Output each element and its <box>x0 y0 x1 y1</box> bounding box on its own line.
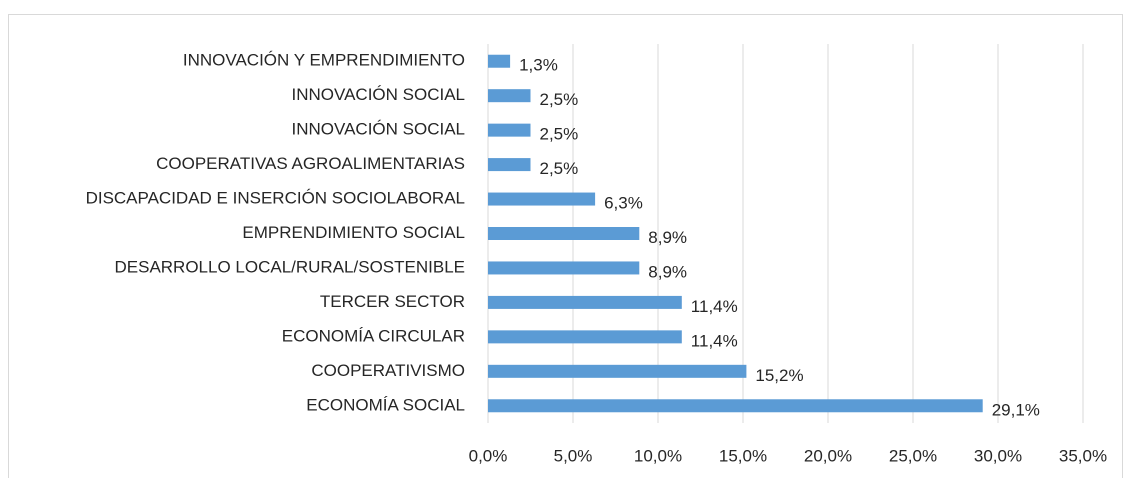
x-tick-label: 15,0% <box>719 446 767 465</box>
y-tick-label: TERCER SECTOR <box>320 292 465 311</box>
data-label: 1,3% <box>519 56 558 75</box>
y-tick-label: DISCAPACIDAD E INSERCIÓN SOCIOLABORAL <box>86 189 465 208</box>
bar <box>488 399 983 413</box>
y-tick-label: EMPRENDIMIENTO SOCIAL <box>242 223 465 242</box>
bar <box>488 54 511 68</box>
y-tick-label: INNOVACIÓN SOCIAL <box>292 85 466 104</box>
y-tick-label: INNOVACIÓN SOCIAL <box>292 120 466 139</box>
chart-frame <box>8 14 1123 478</box>
data-label: 15,2% <box>755 366 803 385</box>
bar <box>488 227 640 240</box>
y-tick-label: DESARROLLO LOCAL/RURAL/SOSTENIBLE <box>114 257 465 276</box>
bar <box>488 295 682 309</box>
x-tick-label: 5,0% <box>554 446 593 465</box>
bar <box>488 89 531 103</box>
x-tick-label: 30,0% <box>974 446 1022 465</box>
x-tick-label: 10,0% <box>634 446 682 465</box>
x-tick-label: 0,0% <box>469 446 508 465</box>
data-label: 2,5% <box>540 90 579 109</box>
x-tick-label: 25,0% <box>889 446 937 465</box>
y-tick-label: ECONOMÍA CIRCULAR <box>282 326 465 345</box>
bar <box>488 330 682 344</box>
data-label: 11,4% <box>691 331 738 350</box>
bar <box>488 192 596 206</box>
x-tick-label: 20,0% <box>804 446 852 465</box>
data-label: 2,5% <box>540 125 579 144</box>
data-label: 8,9% <box>648 228 687 247</box>
data-label: 8,9% <box>648 262 687 281</box>
data-label: 29,1% <box>992 400 1040 419</box>
bar <box>488 158 531 172</box>
y-tick-label: ECONOMÍA SOCIAL <box>306 395 465 414</box>
x-tick-label: 35,0% <box>1059 446 1107 465</box>
bar <box>488 123 531 137</box>
y-tick-label: INNOVACIÓN Y EMPRENDIMIENTO <box>183 51 465 70</box>
y-tick-label: COOPERATIVISMO <box>311 361 465 380</box>
bar <box>488 261 640 275</box>
data-label: 6,3% <box>604 194 643 213</box>
bar <box>488 364 747 378</box>
data-label: 11,4% <box>691 297 738 316</box>
data-label: 2,5% <box>540 159 579 178</box>
y-tick-label: COOPERATIVAS AGROALIMENTARIAS <box>156 154 465 173</box>
